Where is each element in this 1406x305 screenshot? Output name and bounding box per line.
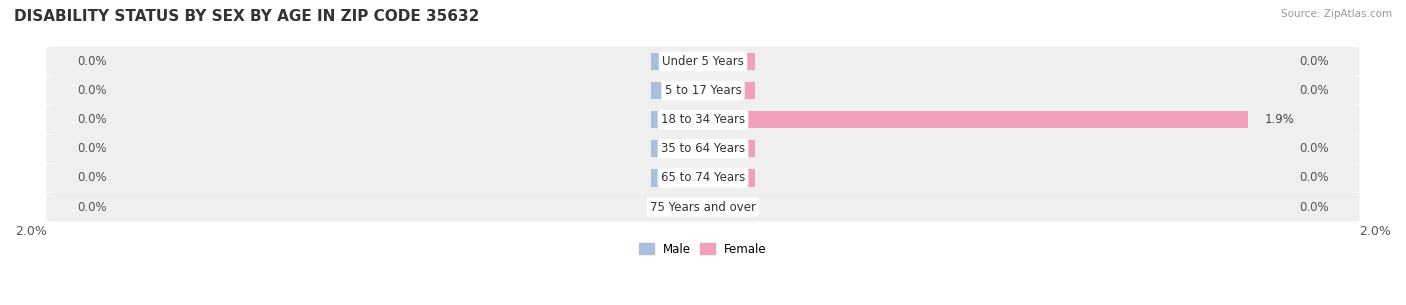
Text: 0.0%: 0.0% [77, 84, 107, 97]
Text: 0.0%: 0.0% [77, 55, 107, 68]
Text: 2.0%: 2.0% [15, 225, 46, 238]
FancyBboxPatch shape [46, 192, 1360, 221]
Text: Source: ZipAtlas.com: Source: ZipAtlas.com [1281, 9, 1392, 19]
Bar [703, 169, 755, 187]
Bar [703, 140, 755, 157]
Bar [651, 169, 703, 187]
Bar [651, 82, 703, 99]
Bar [651, 111, 703, 128]
Text: 1.9%: 1.9% [1265, 113, 1295, 126]
Text: 0.0%: 0.0% [1299, 171, 1329, 185]
FancyBboxPatch shape [46, 76, 1360, 105]
Bar [703, 53, 755, 70]
Text: 35 to 64 Years: 35 to 64 Years [661, 142, 745, 155]
Text: 65 to 74 Years: 65 to 74 Years [661, 171, 745, 185]
Text: 0.0%: 0.0% [1299, 200, 1329, 214]
Text: 0.0%: 0.0% [77, 113, 107, 126]
FancyBboxPatch shape [46, 134, 1360, 163]
Text: 2.0%: 2.0% [1360, 225, 1391, 238]
FancyBboxPatch shape [46, 105, 1360, 134]
Text: 5 to 17 Years: 5 to 17 Years [665, 84, 741, 97]
Bar [651, 198, 703, 216]
Bar [651, 53, 703, 70]
Text: 0.0%: 0.0% [1299, 142, 1329, 155]
Text: Under 5 Years: Under 5 Years [662, 55, 744, 68]
Bar [703, 111, 1247, 128]
Bar [703, 82, 755, 99]
Text: 0.0%: 0.0% [1299, 84, 1329, 97]
Text: 18 to 34 Years: 18 to 34 Years [661, 113, 745, 126]
FancyBboxPatch shape [46, 163, 1360, 192]
Text: 75 Years and over: 75 Years and over [650, 200, 756, 214]
Text: 0.0%: 0.0% [77, 200, 107, 214]
FancyBboxPatch shape [46, 47, 1360, 76]
Text: 0.0%: 0.0% [77, 142, 107, 155]
Text: 0.0%: 0.0% [77, 171, 107, 185]
Legend: Male, Female: Male, Female [634, 238, 772, 260]
Bar [703, 198, 755, 216]
Bar [651, 140, 703, 157]
Text: 0.0%: 0.0% [1299, 55, 1329, 68]
Text: DISABILITY STATUS BY SEX BY AGE IN ZIP CODE 35632: DISABILITY STATUS BY SEX BY AGE IN ZIP C… [14, 9, 479, 24]
